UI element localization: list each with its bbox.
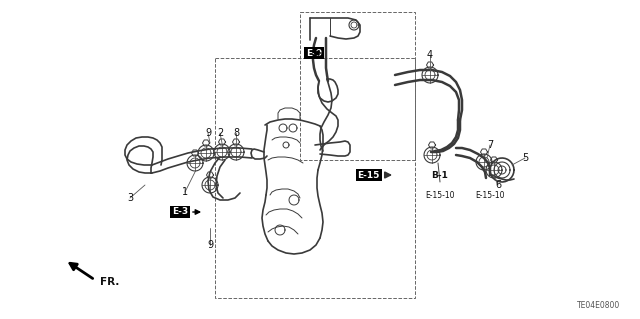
Text: 7: 7 xyxy=(487,140,493,150)
Bar xyxy=(215,58,415,298)
Text: 9: 9 xyxy=(207,240,213,250)
Text: E-15-10: E-15-10 xyxy=(476,190,505,199)
Text: 9: 9 xyxy=(205,128,211,138)
Bar xyxy=(300,12,415,160)
Text: B-1: B-1 xyxy=(431,170,449,180)
Text: FR.: FR. xyxy=(100,277,120,287)
Text: 2: 2 xyxy=(217,128,223,138)
Text: 5: 5 xyxy=(522,153,528,163)
Text: 6: 6 xyxy=(495,180,501,190)
Text: 3: 3 xyxy=(127,193,133,203)
Text: TE04E0800: TE04E0800 xyxy=(577,301,620,310)
Text: 8: 8 xyxy=(233,128,239,138)
Text: E-15-10: E-15-10 xyxy=(425,190,455,199)
Text: 4: 4 xyxy=(427,50,433,60)
Text: E-15: E-15 xyxy=(358,170,380,180)
Text: E-9: E-9 xyxy=(306,48,322,57)
Text: E-3: E-3 xyxy=(172,207,188,217)
Text: 1: 1 xyxy=(182,187,188,197)
